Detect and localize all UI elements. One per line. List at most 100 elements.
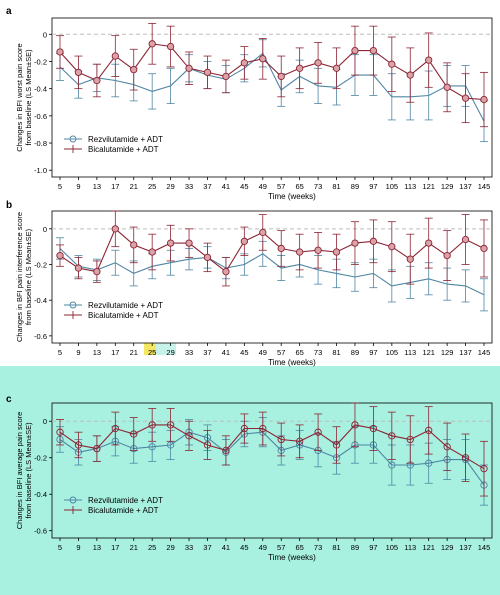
series-bicalutamide — [56, 210, 488, 287]
x-tick-label: 145 — [478, 182, 491, 191]
data-point — [480, 95, 488, 104]
data-point — [425, 459, 433, 467]
x-tick-label: 29 — [166, 182, 174, 191]
x-tick-label: 57 — [277, 543, 285, 552]
x-tick-label: 129 — [441, 182, 454, 191]
data-point — [148, 443, 156, 451]
data-point — [148, 248, 156, 256]
data-point — [74, 68, 83, 77]
x-axis-label: Time (weeks) — [268, 358, 316, 367]
data-point — [240, 424, 248, 433]
y-tick-label: 0 — [43, 417, 47, 426]
x-tick-label: 49 — [259, 543, 267, 552]
x-tick-label: 17 — [111, 348, 119, 357]
plot-frame — [51, 402, 493, 539]
x-tick-label: 121 — [422, 348, 435, 357]
data-point — [369, 424, 378, 433]
x-tick-label: 13 — [93, 182, 101, 191]
legend-label: Bicalutamide + ADT — [88, 311, 159, 320]
data-point — [185, 239, 193, 247]
panel-b: b 0 -0.2 -0.4 -0.6 5 9 13 17 21 25 29 33 37 41 45 49 57 65… — [6, 200, 493, 367]
panel-label: a — [6, 6, 12, 17]
plot-frame — [51, 210, 493, 344]
y-tick-label: -1.0 — [34, 166, 47, 175]
data-point — [111, 52, 119, 60]
data-point — [185, 64, 193, 72]
y-tick-label: -0.8 — [34, 139, 47, 148]
x-tick-label: 121 — [422, 182, 435, 191]
y-tick-label: -0.4 — [34, 85, 47, 94]
x-tick-label: 105 — [386, 182, 399, 191]
data-point — [369, 237, 378, 245]
x-tick-label: 97 — [369, 543, 377, 552]
x-tick-label: 33 — [185, 543, 193, 552]
data-point — [461, 235, 470, 244]
x-tick-label: 5 — [58, 182, 62, 191]
panel-label: c — [6, 394, 12, 405]
x-tick-label: 17 — [111, 543, 119, 552]
x-tick-label: 113 — [404, 348, 416, 357]
data-point — [296, 64, 304, 72]
y-axis-label-line1: Changes in BFI worst pain score — [15, 43, 24, 151]
legend-label: Rezvilutamide + ADT — [88, 135, 163, 144]
x-tick-label: 41 — [222, 543, 230, 552]
data-point — [148, 40, 156, 48]
series-line — [59, 52, 485, 122]
series-line — [59, 227, 485, 273]
x-tick-label: 145 — [478, 348, 491, 357]
data-point — [388, 60, 396, 68]
data-point — [130, 241, 138, 249]
data-point — [240, 237, 248, 245]
x-tick-label: 105 — [386, 543, 399, 552]
data-point — [443, 443, 451, 451]
data-point — [461, 94, 470, 102]
legend-label: Rezvilutamide + ADT — [88, 496, 163, 505]
x-tick-label: 97 — [369, 182, 377, 191]
x-tick-label: 5 — [58, 348, 62, 357]
x-tick-label: 137 — [459, 543, 472, 552]
data-point — [166, 441, 175, 449]
data-point — [130, 430, 138, 438]
y-axis-label-line2: from baseline (LS Mean±SE) — [24, 49, 33, 146]
y-tick-label: -0.6 — [34, 112, 47, 121]
data-point — [296, 437, 304, 445]
x-tick-label: 45 — [240, 348, 248, 357]
x-tick-label: 65 — [295, 182, 303, 191]
x-tick-label: 41 — [222, 348, 230, 357]
tick-highlight-yellow — [144, 343, 156, 355]
data-point — [443, 83, 451, 91]
y-tick-label: -0.4 — [34, 490, 47, 499]
data-point — [222, 267, 230, 276]
x-axis-label: Time (weeks) — [268, 192, 316, 201]
data-point — [332, 248, 341, 256]
x-tick-label: 65 — [295, 348, 303, 357]
x-tick-label: 13 — [93, 543, 101, 552]
panel-c-background — [0, 366, 500, 595]
x-tick-label: 21 — [130, 182, 138, 191]
y-tick-label: -0.4 — [34, 296, 47, 305]
y-tick-label: 0 — [43, 225, 47, 234]
x-tick-label: 65 — [295, 543, 303, 552]
data-point — [111, 225, 119, 233]
x-tick-label: 121 — [422, 543, 435, 552]
x-tick-label: 81 — [332, 543, 340, 552]
data-point — [388, 243, 396, 251]
y-axis-label-line1: Changes in BFI pain interference score — [15, 212, 24, 342]
plot-frame — [51, 17, 493, 178]
x-tick-label: 29 — [166, 543, 174, 552]
y-tick-label: -0.2 — [34, 454, 47, 463]
x-tick-label: 129 — [441, 543, 454, 552]
x-tick-label: 17 — [111, 182, 119, 191]
data-point — [130, 65, 138, 74]
x-tick-label: 37 — [203, 543, 211, 552]
x-tick-label: 25 — [148, 182, 156, 191]
data-point — [351, 239, 359, 247]
x-tick-label: 5 — [58, 543, 62, 552]
data-point — [314, 428, 322, 436]
x-tick-label: 49 — [259, 348, 267, 357]
data-point — [425, 56, 433, 64]
data-point — [259, 228, 267, 237]
legend-label: Bicalutamide + ADT — [88, 145, 159, 154]
data-point — [480, 465, 488, 473]
